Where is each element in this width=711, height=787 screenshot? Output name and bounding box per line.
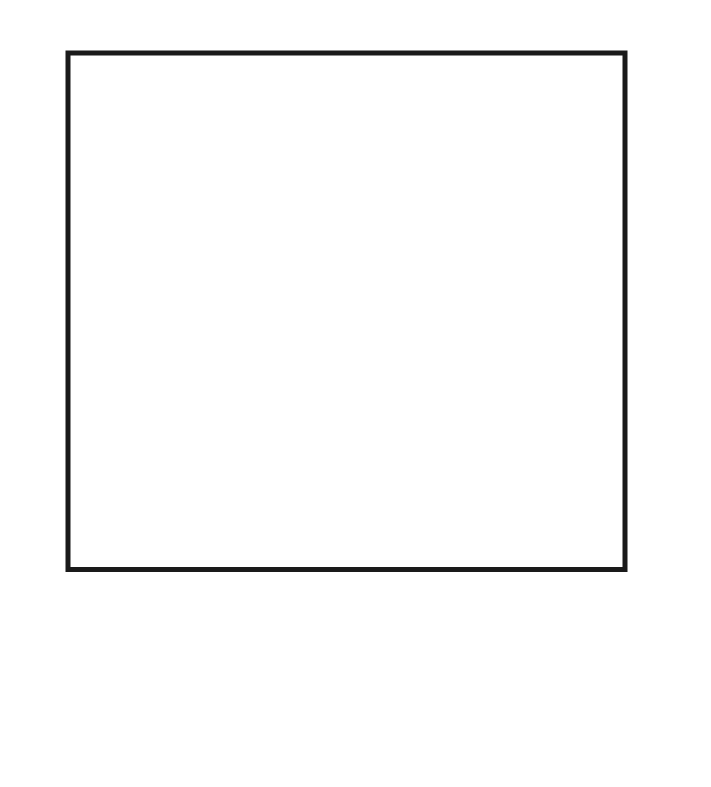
plot-border [65,50,628,572]
